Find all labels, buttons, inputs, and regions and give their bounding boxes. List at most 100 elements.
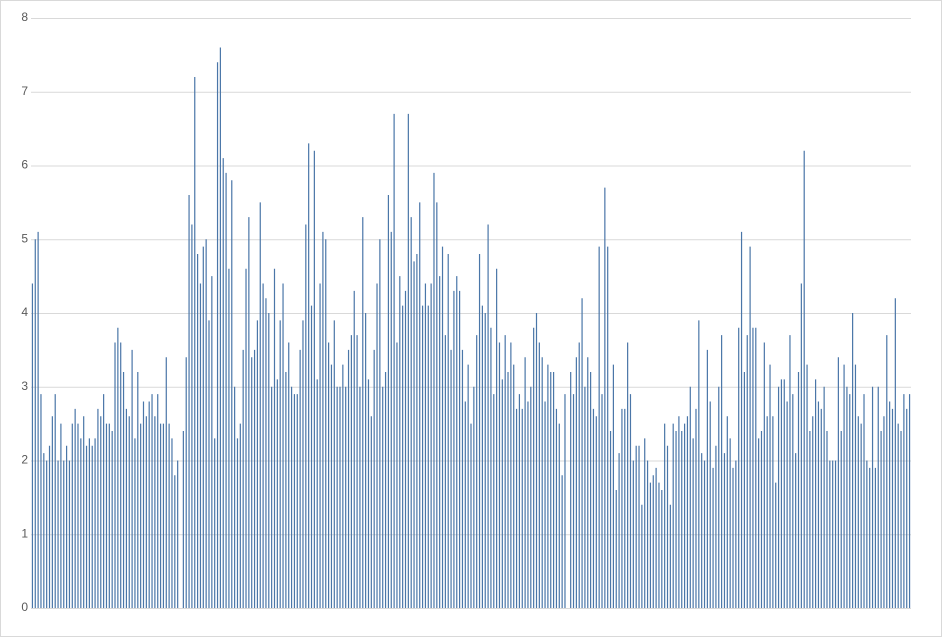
bar xyxy=(151,394,153,608)
bar xyxy=(746,335,748,608)
bar xyxy=(94,438,96,608)
bar xyxy=(789,335,791,608)
bar xyxy=(251,357,253,608)
bar xyxy=(416,254,418,608)
bar xyxy=(396,342,398,608)
bar xyxy=(31,283,34,608)
bar xyxy=(308,143,310,608)
bar xyxy=(547,364,549,608)
bar xyxy=(157,394,159,608)
bar xyxy=(256,320,259,608)
bar xyxy=(222,158,224,608)
bar xyxy=(686,416,689,608)
bar xyxy=(649,482,652,608)
bar xyxy=(382,386,384,608)
bar xyxy=(91,445,93,608)
bar xyxy=(68,460,71,608)
bar xyxy=(638,445,640,608)
bar xyxy=(823,386,825,608)
bar xyxy=(900,431,902,608)
bar xyxy=(239,423,241,608)
bar xyxy=(635,445,637,608)
bar xyxy=(142,401,145,608)
bar xyxy=(655,467,657,608)
bar xyxy=(54,394,56,608)
bar xyxy=(558,423,560,608)
bar xyxy=(242,349,244,608)
bar xyxy=(598,246,600,608)
bar xyxy=(595,416,597,608)
bar xyxy=(715,445,717,608)
bar xyxy=(387,195,390,608)
bar xyxy=(889,401,891,608)
y-tick-label: 1 xyxy=(21,526,28,540)
bar xyxy=(658,482,660,608)
bar xyxy=(271,386,273,608)
bar xyxy=(749,246,751,608)
bar xyxy=(897,423,899,608)
bar xyxy=(273,268,276,608)
bar xyxy=(225,172,227,608)
bar xyxy=(723,453,726,608)
bar xyxy=(433,172,435,608)
bar xyxy=(826,431,828,608)
bar xyxy=(339,386,341,608)
bar xyxy=(154,416,156,608)
bar xyxy=(174,475,176,608)
bar xyxy=(148,401,150,608)
bar xyxy=(105,423,108,608)
bar xyxy=(607,246,609,608)
bar xyxy=(530,386,532,608)
bar xyxy=(328,342,330,608)
bar xyxy=(803,150,805,608)
bar xyxy=(456,276,458,608)
y-tick-label: 4 xyxy=(21,305,28,319)
bar xyxy=(541,357,543,608)
y-tick-label: 0 xyxy=(21,600,28,614)
bar xyxy=(165,357,167,608)
bar xyxy=(140,423,142,608)
bar xyxy=(877,386,879,608)
bar xyxy=(322,231,324,608)
bar xyxy=(293,394,296,608)
bar xyxy=(370,416,372,608)
bar xyxy=(214,438,216,608)
bar xyxy=(117,327,119,608)
bar xyxy=(305,224,307,608)
bar xyxy=(772,416,774,608)
bar xyxy=(615,490,617,608)
y-tick-label: 7 xyxy=(21,84,28,98)
bar xyxy=(550,372,552,608)
y-tick-label: 5 xyxy=(21,231,28,245)
bar xyxy=(399,276,401,608)
bar xyxy=(359,386,361,608)
bar xyxy=(103,394,105,608)
bar xyxy=(501,379,503,608)
bar xyxy=(903,394,905,608)
bar xyxy=(373,349,375,608)
bar xyxy=(453,290,455,608)
bar xyxy=(800,283,802,608)
bar xyxy=(840,431,842,608)
bar xyxy=(481,305,483,608)
bar xyxy=(236,438,239,608)
bar xyxy=(780,379,783,608)
bar xyxy=(854,364,857,608)
bar xyxy=(629,394,632,608)
bar xyxy=(621,408,623,608)
bar xyxy=(681,431,683,608)
bar xyxy=(100,416,102,608)
bar xyxy=(817,401,820,608)
bar xyxy=(763,342,765,608)
bar xyxy=(37,231,39,608)
bar xyxy=(362,217,364,608)
bar xyxy=(191,224,193,608)
bar xyxy=(80,438,82,608)
bar xyxy=(678,416,680,608)
bar xyxy=(290,386,293,608)
bar xyxy=(316,379,318,608)
bar xyxy=(219,47,221,608)
bar xyxy=(709,401,711,608)
